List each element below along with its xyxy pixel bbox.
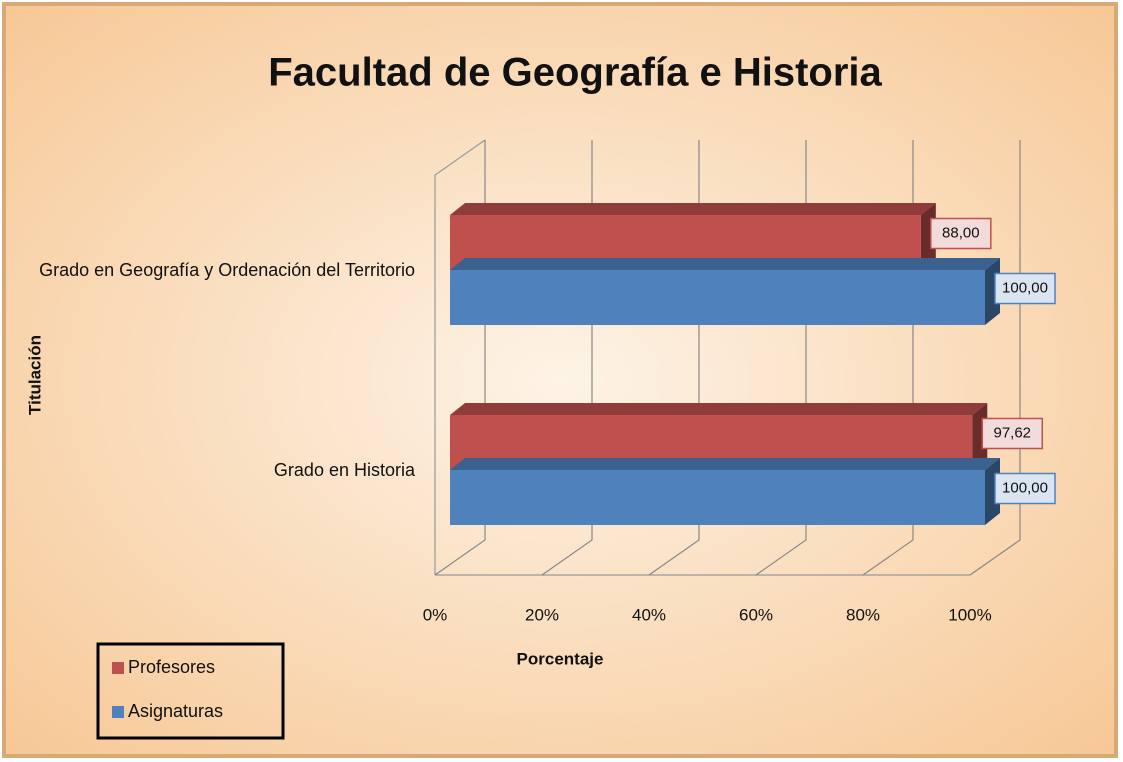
x-tick-label: 60% <box>739 605 773 624</box>
legend-swatch <box>112 706 124 718</box>
x-tick-label: 80% <box>846 605 880 624</box>
bar-top <box>450 203 936 215</box>
value-label-box <box>981 417 1044 450</box>
legend-box <box>96 642 285 740</box>
y-tick-label: Grado en Historia <box>273 460 415 480</box>
value-label: 100,00 <box>1002 479 1048 496</box>
value-label: 88,00 <box>942 224 980 241</box>
value-label: 100,00 <box>1002 279 1048 296</box>
bar <box>450 470 985 525</box>
bar <box>450 270 985 325</box>
value-label-box <box>994 472 1056 505</box>
x-axis-title: Porcentaje <box>517 649 604 668</box>
legend-swatch <box>112 662 124 674</box>
x-tick-label: 0% <box>423 605 448 624</box>
bar-top <box>450 403 988 415</box>
bar-top <box>450 458 1000 470</box>
bar-top <box>450 258 1000 270</box>
x-tick-label: 100% <box>948 605 991 624</box>
value-label-box <box>930 217 992 250</box>
x-tick-label: 40% <box>632 605 666 624</box>
y-axis-title: Titulación <box>25 335 44 415</box>
value-label: 97,62 <box>993 424 1031 441</box>
value-label-box <box>994 272 1056 305</box>
legend-label: Profesores <box>128 657 215 677</box>
side-wall <box>434 139 486 575</box>
legend-label: Asignaturas <box>128 701 223 721</box>
x-tick-label: 20% <box>525 605 559 624</box>
chart-title: Facultad de Geografía e Historia <box>268 51 882 95</box>
y-tick-label: Grado en Geografía y Ordenación del Terr… <box>39 260 415 280</box>
